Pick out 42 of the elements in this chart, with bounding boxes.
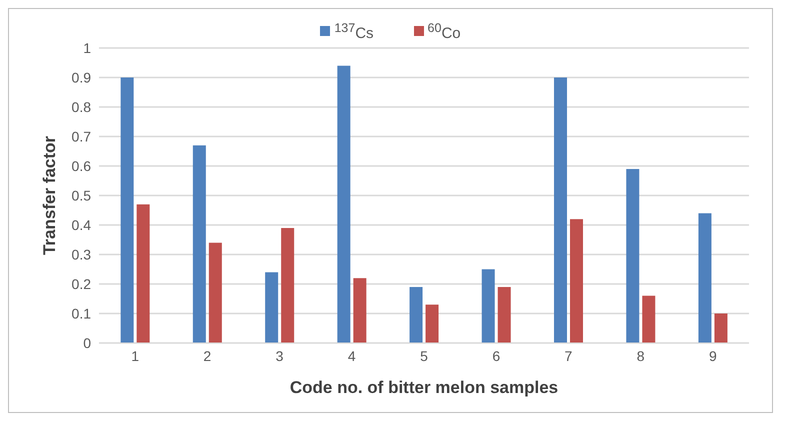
x-tick-label: 5 [420,348,428,364]
y-tick-label: 0 [83,334,92,351]
legend-label: $^{60}$Co [428,20,461,42]
bar [208,242,222,343]
bar [136,204,150,343]
bar [337,66,350,343]
bar [554,78,567,343]
bar [698,213,712,343]
y-tick-label: 0.6 [72,158,92,174]
y-tick-label: 0.8 [72,98,92,115]
x-tick-label: 9 [708,348,717,364]
x-tick-label: 8 [636,348,645,364]
bar [642,296,656,343]
bar [353,278,366,343]
bar [626,168,640,343]
y-tick-label: 0.5 [72,187,92,204]
x-tick-label: 4 [348,348,356,364]
bar [410,286,423,343]
bar [281,228,294,343]
bar [714,314,728,343]
x-tick-label: 1 [131,348,140,364]
bar [570,219,583,343]
y-axis-title: Transfer factor [40,136,60,256]
bar [120,78,134,343]
x-axis-title: Code no. of bitter melon samples [290,378,558,397]
x-tick-label: 7 [564,348,573,364]
y-tick-label: 0.9 [72,69,92,86]
bar [498,286,511,343]
y-tick-label: 0.1 [72,305,92,322]
x-tick-label: 3 [276,348,284,364]
y-tick-label: 0.3 [72,246,92,262]
x-tick-label: 2 [203,348,212,364]
legend-label: $^{137}$Cs [334,20,374,42]
bar [482,269,495,343]
bar [265,272,278,343]
x-tick-label: 6 [492,348,500,364]
y-tick-label: 0.4 [72,216,92,233]
y-tick-label: 0.7 [72,128,92,144]
y-tick-label: 1 [83,40,92,56]
bar [426,304,439,343]
y-tick-label: 0.2 [72,276,92,292]
bar [192,145,206,343]
